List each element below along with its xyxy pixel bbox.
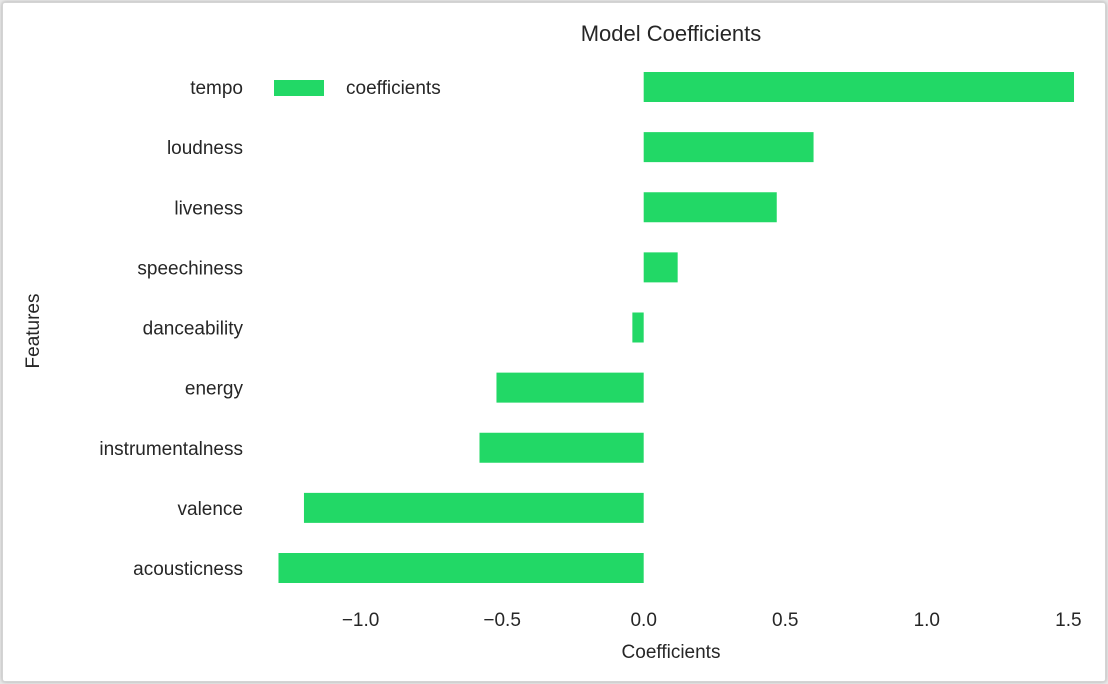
bar-speechiness: [643, 252, 678, 283]
bars-group: [278, 72, 1075, 583]
chart-title: Model Coefficients: [581, 21, 762, 46]
legend-label: coefficients: [346, 78, 441, 99]
bar-danceability: [632, 312, 644, 343]
x-tick-label: 1.5: [1055, 610, 1081, 631]
bar-energy: [496, 372, 644, 403]
bar-tempo: [643, 72, 1075, 102]
x-tick-label: −1.0: [342, 610, 380, 631]
y-axis-label: Features: [23, 294, 44, 369]
x-tick-labels: −1.0 −0.5 0.0 0.5 1.0 1.5: [342, 610, 1082, 631]
y-tick-label-acousticness: acousticness: [133, 559, 243, 580]
x-tick-label: −0.5: [483, 610, 521, 631]
y-tick-label-energy: energy: [185, 379, 244, 400]
x-tick-label: 0.5: [772, 610, 798, 631]
y-tick-label-loudness: loudness: [167, 138, 243, 159]
y-tick-label-speechiness: speechiness: [137, 258, 243, 279]
y-tick-label-tempo: tempo: [190, 78, 243, 99]
y-tick-labels: tempo loudness liveness speechiness danceabi…: [99, 78, 243, 580]
coefficients-bar-chart: Model Coefficients Coefficients Features…: [23, 21, 1082, 663]
bar-valence: [303, 492, 644, 523]
y-tick-label-instrumentalness: instrumentalness: [99, 439, 243, 460]
y-tick-label-danceability: danceability: [143, 319, 244, 340]
y-tick-label-liveness: liveness: [174, 198, 243, 219]
y-tick-label-valence: valence: [178, 499, 244, 520]
x-tick-label: 0.0: [630, 610, 656, 631]
x-tick-label: 1.0: [914, 610, 940, 631]
bar-acousticness: [278, 553, 644, 583]
bar-liveness: [643, 192, 777, 223]
x-axis-label: Coefficients: [622, 642, 721, 663]
bar-instrumentalness: [479, 432, 644, 463]
legend-swatch: [274, 80, 324, 96]
bar-loudness: [643, 132, 814, 163]
legend: coefficients: [274, 78, 441, 99]
